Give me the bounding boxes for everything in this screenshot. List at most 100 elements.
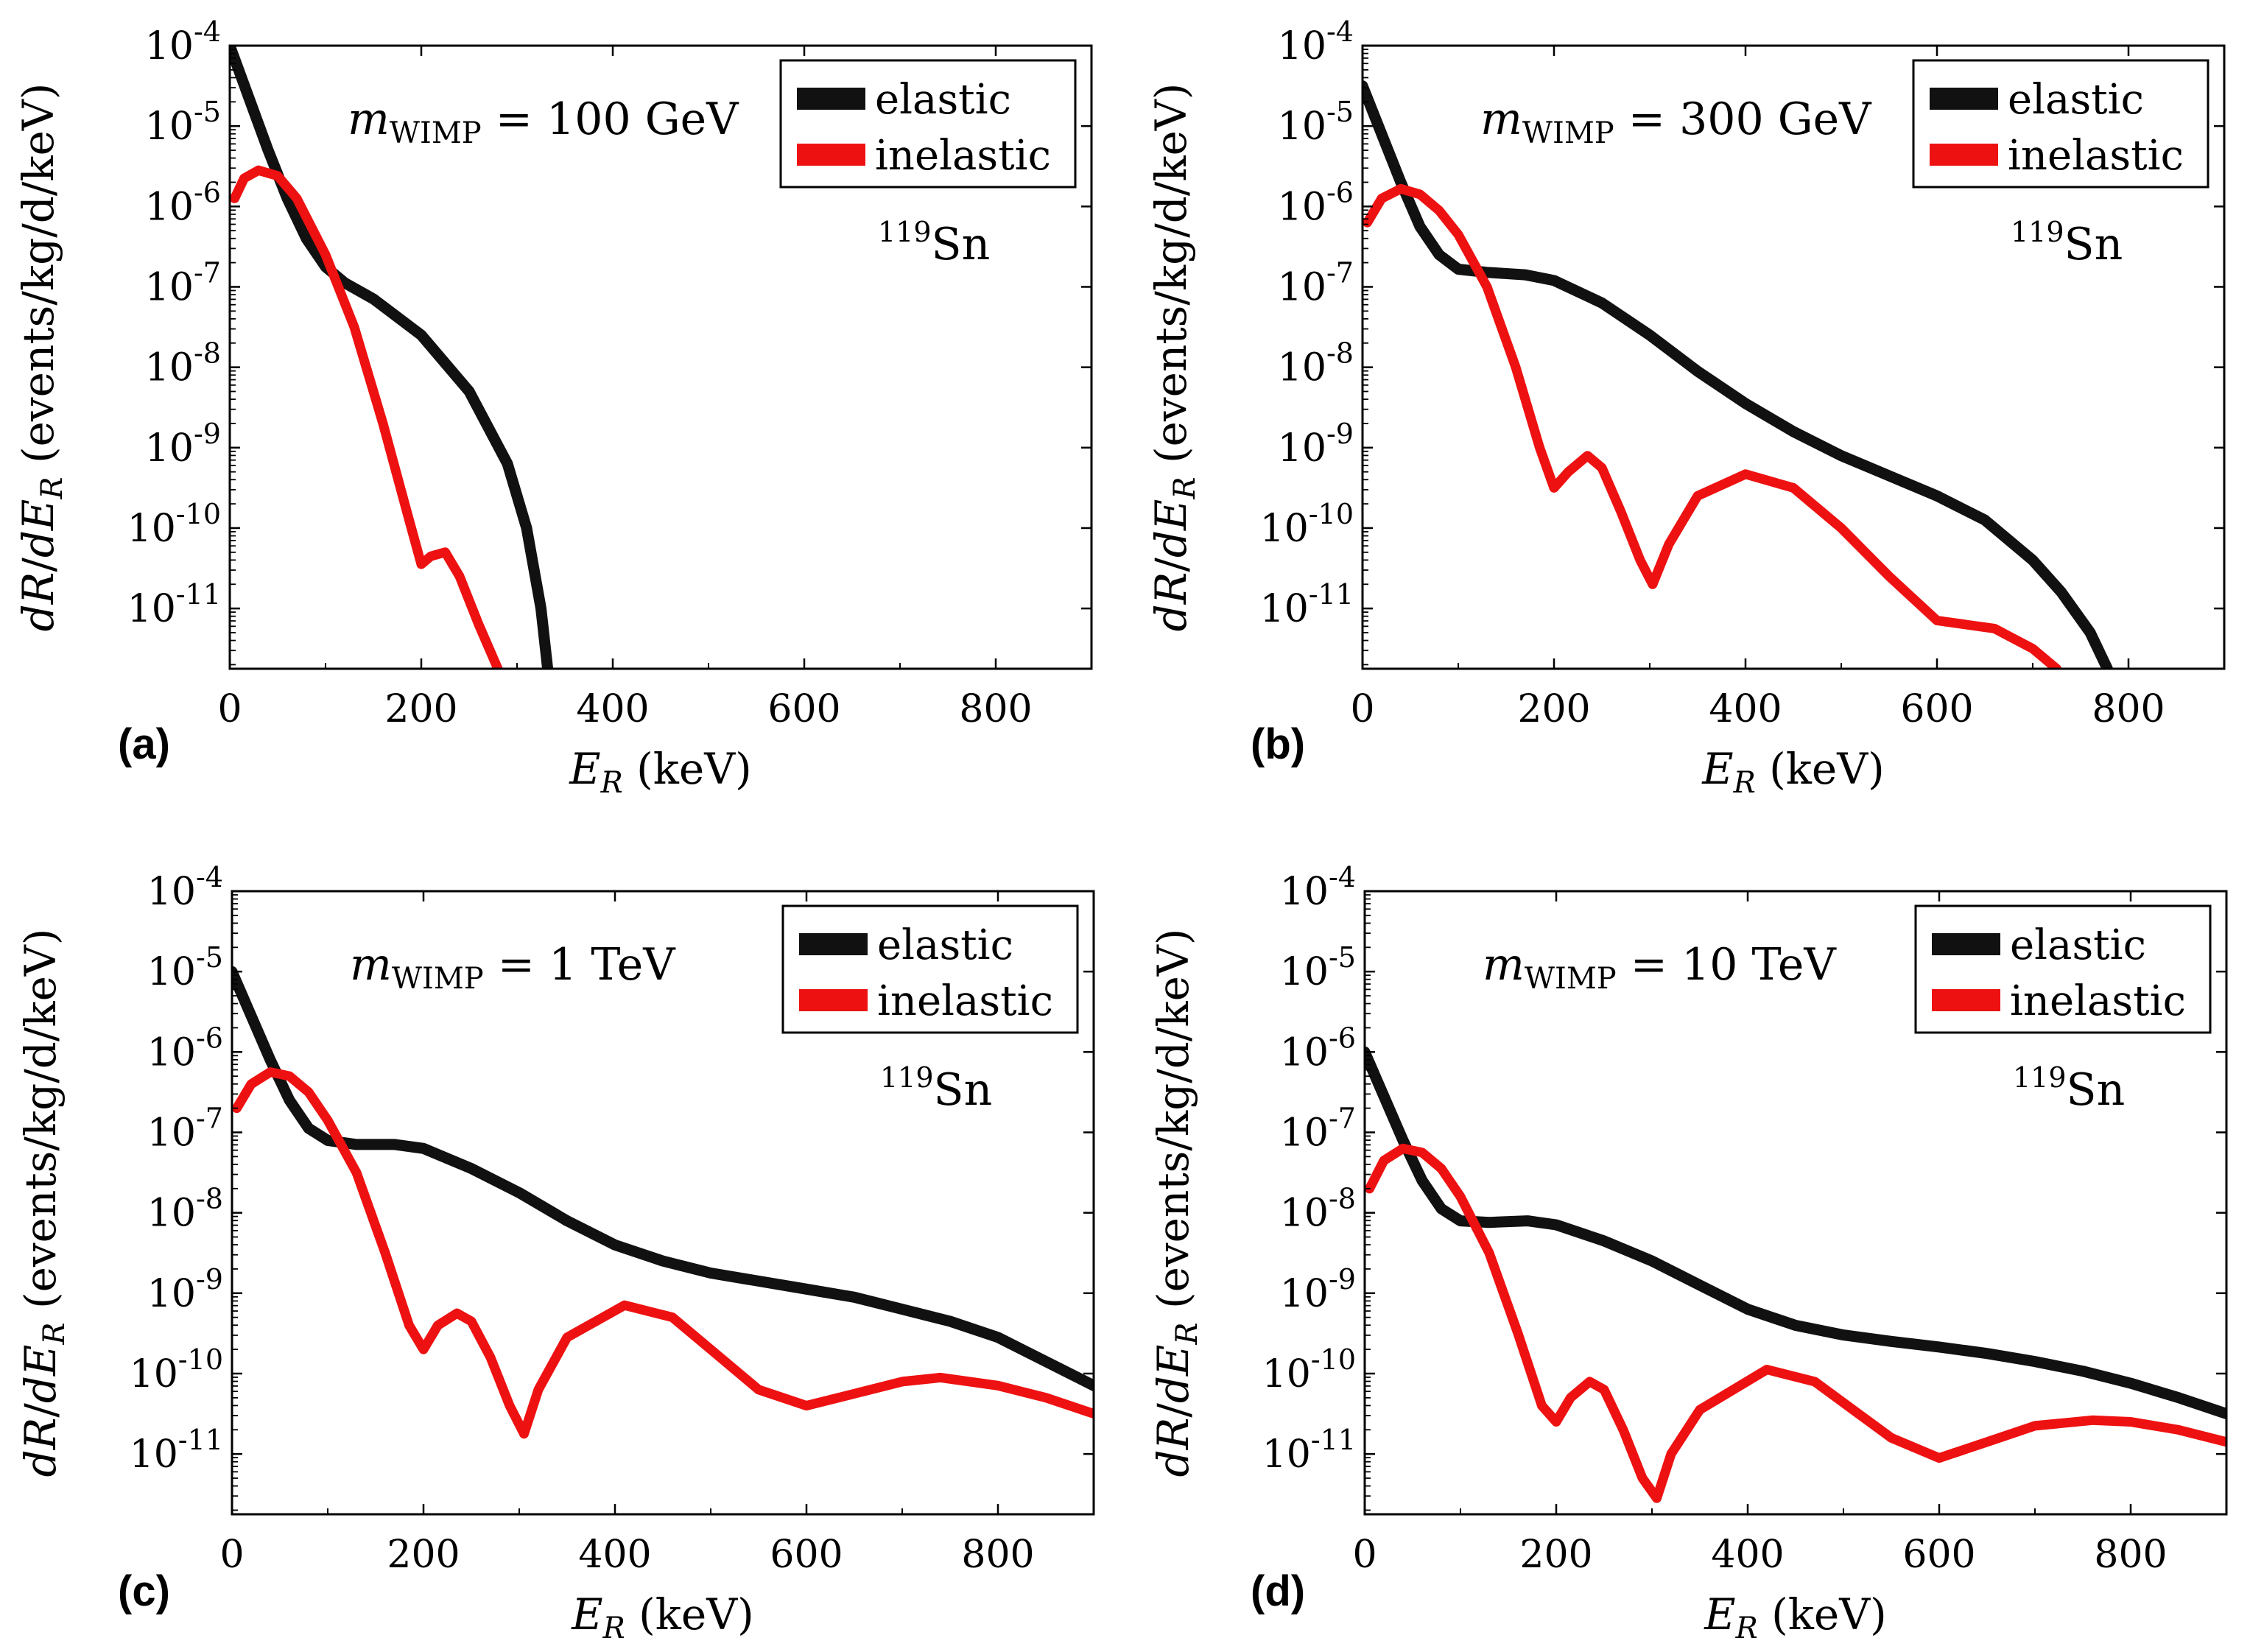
isotope-annotation: 119Sn: [880, 1061, 992, 1116]
y-tick-label: 10-11: [130, 1424, 223, 1477]
y-tick-label: 10-10: [1260, 498, 1354, 551]
mass-annotation: mWIMP = 1 TeV: [350, 939, 676, 996]
plot-frame: [1363, 890, 2228, 1516]
panel-label: (b): [1251, 720, 1305, 768]
y-tick-label: 10-7: [145, 256, 221, 309]
x-axis-label: ER (keV): [1704, 1589, 1887, 1645]
y-tick-label: 10-8: [147, 1183, 223, 1236]
y-tick-label: 10-10: [1262, 1343, 1356, 1396]
plot-frame: [228, 44, 1093, 670]
series-line-elastic: [230, 46, 554, 669]
x-tick-label: 0: [1350, 687, 1374, 731]
y-tick-label: 10-4: [147, 861, 223, 914]
y-tick-label: 10-6: [147, 1022, 223, 1075]
y-tick-label: 10-9: [1280, 1263, 1356, 1316]
y-axis-label: dR/dER (events/kg/d/keV): [15, 929, 71, 1477]
x-tick-label: 200: [387, 1533, 460, 1577]
y-tick-label: 10-10: [130, 1343, 223, 1396]
x-tick-label: 600: [770, 1533, 843, 1577]
legend-label-inelastic: inelastic: [2008, 132, 2184, 180]
y-tick-label: 10-8: [1278, 337, 1354, 390]
y-tick-label: 10-11: [1260, 578, 1354, 631]
chart-panel-d: 0 200 400 600 800 10-4 10-5 10-6 10-7 10-8 10-9 10-…: [1148, 861, 2228, 1645]
legend-box: [1914, 904, 2212, 1034]
mass-annotation: mWIMP = 300 GeV: [1480, 94, 1872, 150]
legend-box: [781, 904, 1079, 1034]
x-tick-label: 0: [217, 687, 242, 731]
series-line-inelastic: [232, 1067, 1094, 1439]
chart-panel-b: 0 200 400 600 800 10-4 10-5 10-6 10-7 10-8 10-9 10-…: [1146, 15, 2226, 800]
series-line-elastic: [1365, 1046, 2226, 1419]
y-tick-label: 10-8: [145, 337, 221, 390]
series-line-inelastic: [1365, 1143, 2226, 1503]
chart-panel-a: 0 200 400 600 800 10-4 10-5 10-6 10-7 10-8 10-9 10-…: [13, 15, 1093, 800]
y-tick-label: 10-4: [145, 15, 221, 68]
y-tick-label: 10-7: [147, 1102, 223, 1155]
y-axis-label: dR/dER (events/kg/d/keV): [1148, 929, 1204, 1477]
legend-label-inelastic: inelastic: [875, 132, 1051, 180]
plot-frame: [1361, 44, 2226, 670]
y-tick-label: 10-10: [127, 498, 221, 551]
panel-label: (a): [118, 720, 170, 768]
x-tick-label: 600: [767, 687, 840, 731]
x-tick-label: 800: [959, 687, 1032, 731]
legend-label-elastic: elastic: [2008, 76, 2144, 124]
x-tick-label: 800: [2092, 687, 2165, 731]
y-tick-label: 10-5: [145, 96, 221, 149]
legend-label-inelastic: inelastic: [2010, 977, 2186, 1025]
series-line-elastic: [232, 966, 1094, 1391]
y-tick-label: 10-9: [1278, 418, 1354, 471]
x-axis-label: ER (keV): [571, 1589, 754, 1645]
x-tick-label: 0: [1352, 1533, 1377, 1577]
legend-label-inelastic: inelastic: [877, 977, 1053, 1025]
y-tick-label: 10-7: [1278, 256, 1354, 309]
x-tick-label: 200: [384, 687, 457, 731]
series-line-elastic: [1363, 80, 2113, 669]
x-tick-label: 200: [1517, 687, 1590, 731]
y-axis-label: dR/dER (events/kg/d/keV): [1146, 83, 1202, 632]
y-tick-label: 10-9: [145, 418, 221, 471]
y-axis-label: dR/dER (events/kg/d/keV): [13, 83, 69, 632]
x-tick-label: 800: [2094, 1533, 2167, 1577]
y-tick-label: 10-8: [1280, 1183, 1356, 1236]
legend-label-elastic: elastic: [877, 921, 1013, 969]
y-tick-label: 10-4: [1278, 15, 1354, 68]
mass-annotation: mWIMP = 100 GeV: [348, 94, 739, 150]
x-tick-label: 400: [1709, 687, 1782, 731]
x-tick-label: 400: [578, 1533, 651, 1577]
legend-box: [779, 59, 1077, 189]
y-tick-label: 10-9: [147, 1263, 223, 1316]
isotope-annotation: 119Sn: [2013, 1061, 2125, 1116]
y-tick-label: 10-5: [1278, 96, 1354, 149]
y-tick-label: 10-6: [145, 176, 221, 229]
legend-box: [1912, 59, 2209, 189]
mass-annotation: mWIMP = 10 TeV: [1483, 939, 1837, 996]
y-tick-label: 10-7: [1280, 1102, 1356, 1155]
x-axis-label: ER (keV): [569, 744, 752, 800]
x-tick-label: 200: [1519, 1533, 1592, 1577]
x-tick-label: 400: [576, 687, 649, 731]
isotope-annotation: 119Sn: [878, 216, 990, 270]
y-tick-label: 10-11: [1262, 1424, 1356, 1477]
x-tick-label: 600: [1900, 687, 1973, 731]
isotope-annotation: 119Sn: [2011, 216, 2123, 270]
y-tick-label: 10-5: [147, 941, 223, 994]
series-line-inelastic: [230, 165, 503, 669]
y-tick-label: 10-5: [1280, 941, 1356, 994]
chart-panel-c: 0 200 400 600 800 10-4 10-5 10-6 10-7 10-8 10-9 10-…: [15, 861, 1095, 1645]
x-axis-label: ER (keV): [1701, 744, 1885, 800]
y-tick-label: 10-11: [127, 578, 221, 631]
x-tick-label: 400: [1711, 1533, 1784, 1577]
x-tick-label: 800: [961, 1533, 1034, 1577]
plot-frame: [231, 890, 1095, 1516]
y-tick-label: 10-4: [1280, 861, 1356, 914]
x-tick-label: 600: [1902, 1533, 1975, 1577]
legend-label-elastic: elastic: [875, 76, 1011, 124]
series-line-inelastic: [1363, 183, 2061, 669]
legend-label-elastic: elastic: [2010, 921, 2146, 969]
panel-label: (d): [1251, 1567, 1305, 1615]
x-tick-label: 0: [219, 1533, 244, 1577]
y-tick-label: 10-6: [1278, 176, 1354, 229]
y-tick-label: 10-6: [1280, 1022, 1356, 1075]
